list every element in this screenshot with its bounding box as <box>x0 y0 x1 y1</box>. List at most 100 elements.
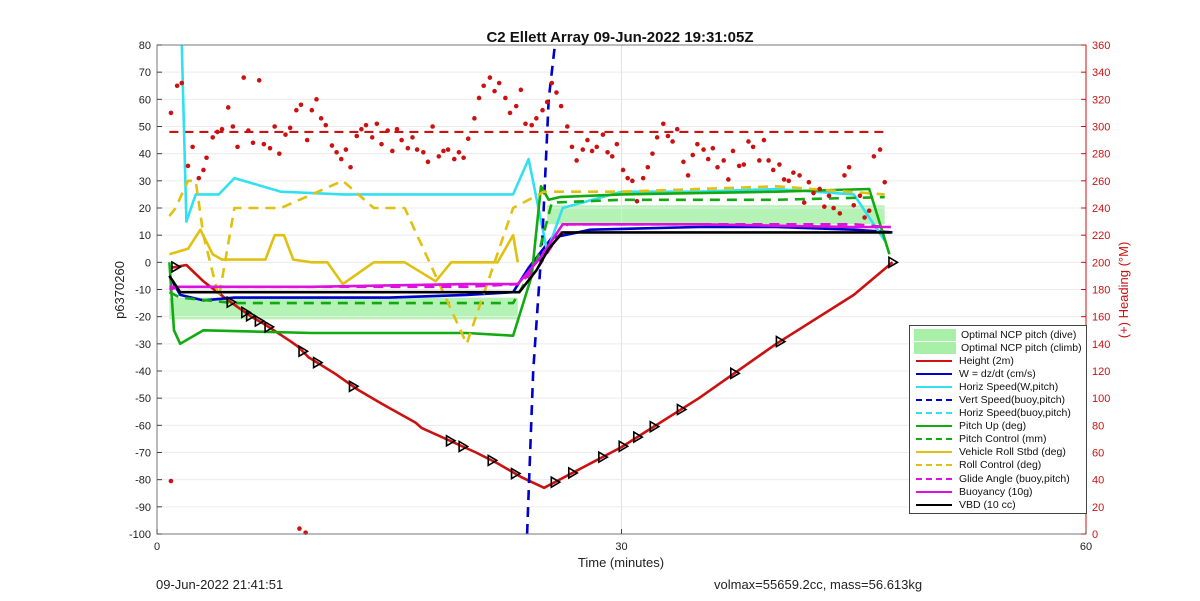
heading-point <box>309 107 315 113</box>
heading-point <box>594 144 600 150</box>
heading-point <box>650 151 655 156</box>
legend-label: Pitch Control (mm) <box>959 433 1047 446</box>
heading-point <box>456 150 462 155</box>
heading-point <box>267 145 273 151</box>
heading-point <box>363 122 369 128</box>
heading-point <box>565 124 570 129</box>
heading-point <box>196 175 202 181</box>
y-tick-label: -30 <box>135 339 151 351</box>
heading-point <box>715 164 720 170</box>
height-marker <box>487 454 499 467</box>
heading-point <box>670 139 675 144</box>
heading-point <box>294 107 299 113</box>
legend-entry: Horiz Speed(W,pitch) <box>914 380 1082 393</box>
heading-point <box>620 167 626 173</box>
legend-swatch <box>914 459 954 471</box>
y-tick-label: 30 <box>139 176 151 188</box>
series-vert-speed-buoy-pitch- <box>525 44 557 535</box>
heading-point <box>179 80 185 86</box>
heading-point <box>797 173 802 178</box>
legend-swatch <box>914 355 954 367</box>
y-axis-label: p6370260 <box>112 261 127 319</box>
heading-point <box>272 124 277 129</box>
legend-entry: VBD (10 cc) <box>914 498 1082 511</box>
height-marker <box>254 314 266 328</box>
y2-tick-label: 160 <box>1092 312 1110 324</box>
legend-label: Optimal NCP pitch (dive) <box>961 328 1077 341</box>
heading-point <box>461 155 466 161</box>
height-marker <box>445 434 457 448</box>
heading-point <box>472 116 477 121</box>
heading-point <box>261 141 267 147</box>
height-marker <box>312 356 324 369</box>
height-marker <box>264 320 276 334</box>
heading-point <box>343 147 349 152</box>
heading-point <box>210 135 216 140</box>
heading-points <box>168 75 888 535</box>
heading-point <box>741 162 747 167</box>
heading-point <box>681 159 686 165</box>
legend-entry: Height (2m) <box>914 354 1082 367</box>
legend-label: Height (2m) <box>959 354 1014 367</box>
y2-tick-label: 320 <box>1092 94 1110 106</box>
heading-point <box>235 144 240 150</box>
height-marker <box>775 335 787 348</box>
heading-point <box>190 144 195 150</box>
heading-point <box>882 179 888 185</box>
legend-label: Buoyancy (10g) <box>959 485 1033 498</box>
y2-tick-label: 200 <box>1092 257 1110 269</box>
heading-point <box>766 158 771 163</box>
height-marker <box>567 466 579 480</box>
y2-tick-label: 260 <box>1092 176 1110 188</box>
x-tick-label: 30 <box>615 541 627 553</box>
y2-axis-label: (+) Heading (°M) <box>1116 242 1131 339</box>
heading-point <box>580 147 586 152</box>
heading-point <box>425 159 431 165</box>
heading-point <box>277 151 282 156</box>
heading-point <box>695 141 700 147</box>
legend-label: Horiz Speed(W,pitch) <box>959 380 1059 393</box>
heading-point <box>487 75 493 80</box>
chart-title: C2 Ellett Array 09-Jun-2022 19:31:05Z <box>486 29 753 46</box>
height-marker <box>676 403 688 416</box>
heading-point <box>640 175 646 181</box>
heading-point <box>338 156 344 162</box>
heading-point <box>862 215 867 220</box>
heading-point <box>822 204 827 209</box>
heading-point <box>544 99 550 105</box>
heading-point <box>811 190 816 196</box>
height-marker <box>618 439 630 453</box>
legend-entry: Vehicle Roll Stbd (deg) <box>914 446 1082 459</box>
heading-point <box>481 83 486 89</box>
y-tick-label: 80 <box>139 40 151 52</box>
heading-point <box>574 158 579 163</box>
series-height-2m- <box>170 261 894 490</box>
heading-point <box>390 148 395 154</box>
y-tick-label: -50 <box>135 393 151 405</box>
heading-point <box>806 179 812 185</box>
y2-tick-label: 140 <box>1092 339 1110 351</box>
band-1 <box>547 205 885 225</box>
heading-point <box>569 144 575 150</box>
heading-point <box>558 103 564 109</box>
heading-point <box>379 141 384 147</box>
y-tick-label: -20 <box>135 312 151 324</box>
heading-point <box>230 124 236 129</box>
heading-point <box>445 147 451 152</box>
heading-point <box>518 87 524 93</box>
y-tick-label: 20 <box>139 203 151 215</box>
heading-point <box>781 177 787 182</box>
y-tick-label: -60 <box>135 420 151 432</box>
height-marker <box>649 420 661 434</box>
heading-point <box>634 198 640 204</box>
y-tick-label: -70 <box>135 448 151 460</box>
heading-point <box>323 122 329 128</box>
legend-label: Roll Control (deg) <box>959 459 1042 472</box>
height-marker <box>730 366 741 380</box>
y-tick-label: -10 <box>135 285 151 297</box>
legend-entry: Optimal NCP pitch (climb) <box>914 341 1082 354</box>
y2-tick-label: 180 <box>1092 285 1110 297</box>
heading-point <box>837 211 843 216</box>
heading-point <box>654 135 660 140</box>
heading-point <box>225 105 231 110</box>
